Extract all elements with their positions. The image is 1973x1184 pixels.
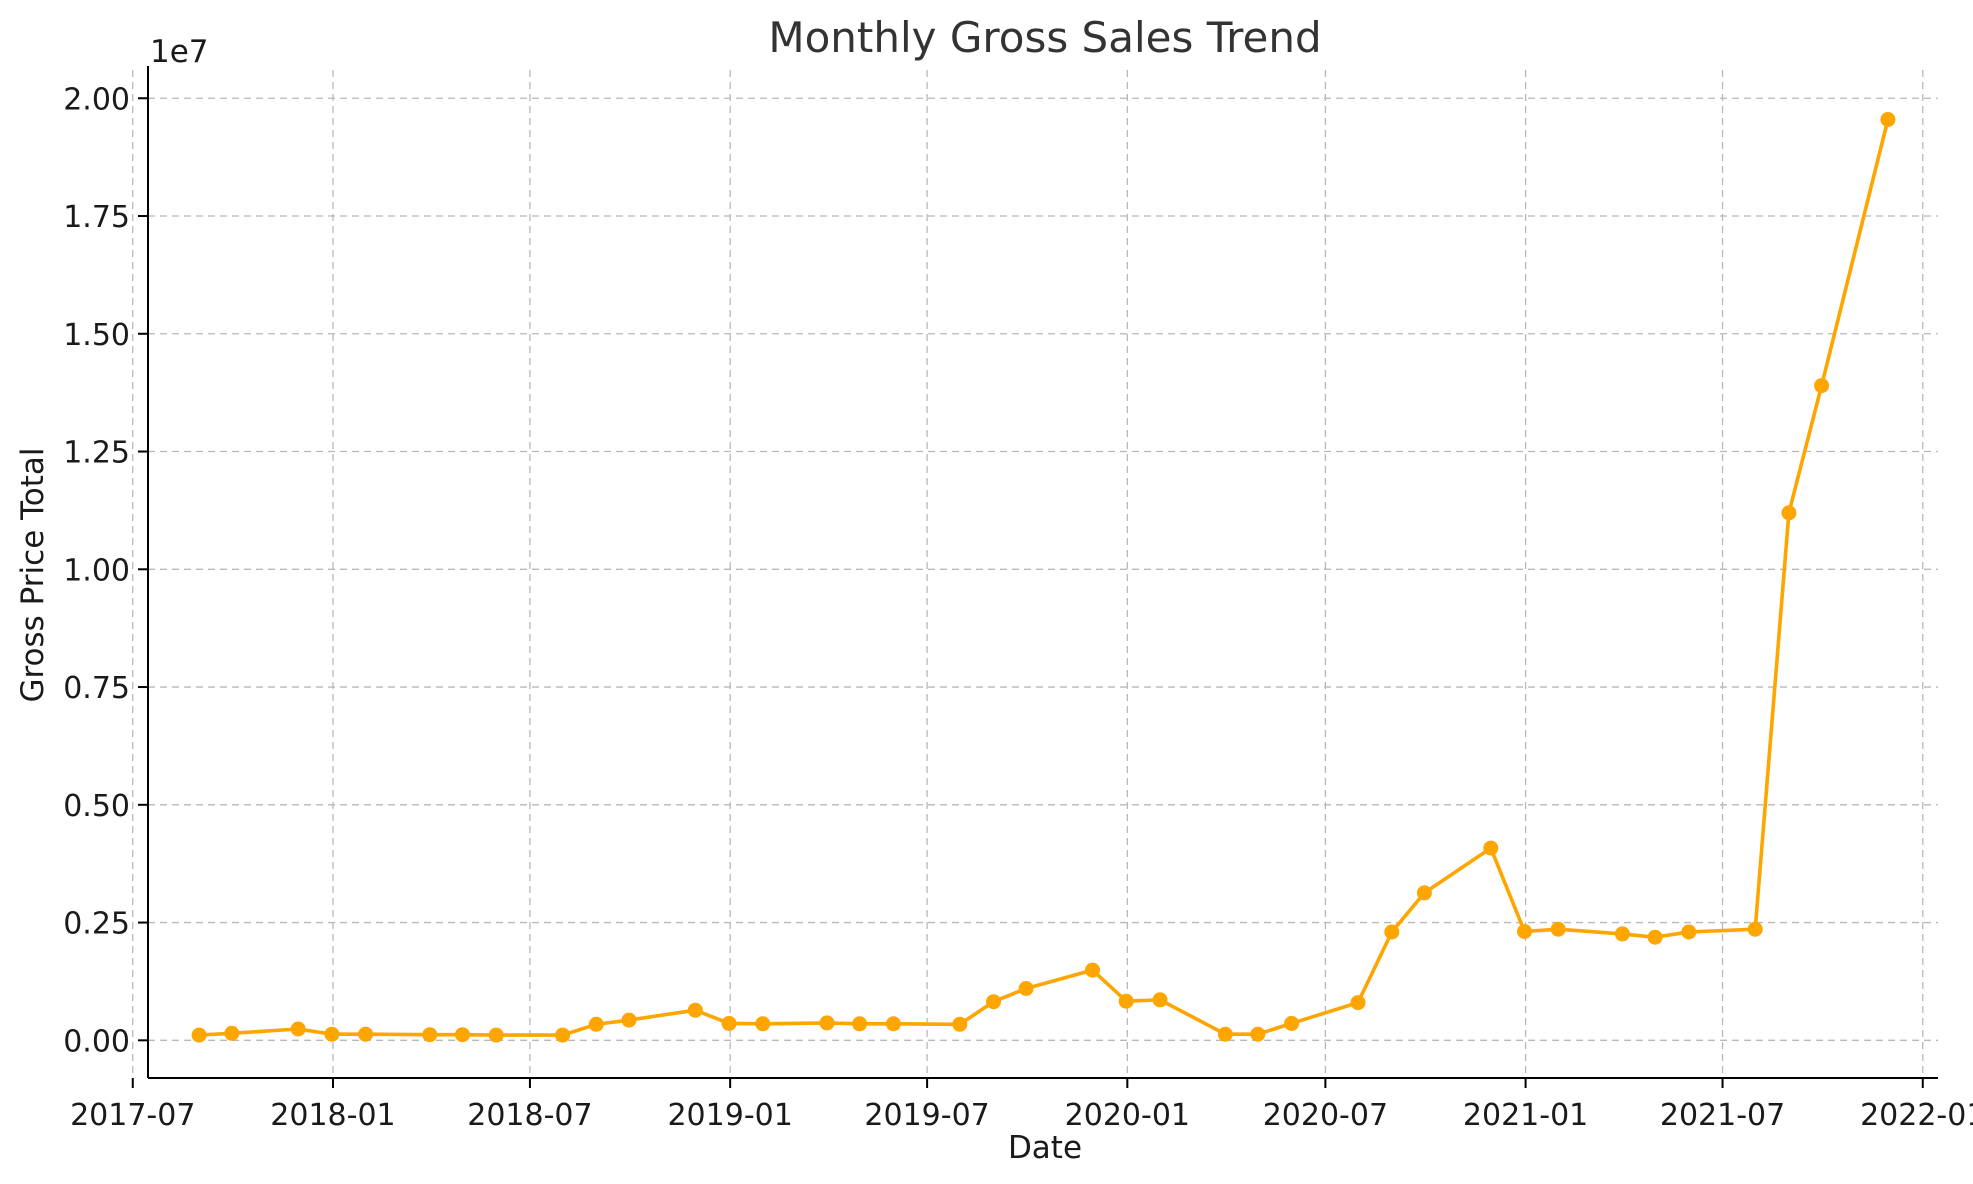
y-tick-label: 0.50: [63, 789, 130, 824]
data-point: [358, 1026, 374, 1042]
x-tick-label: 2019-01: [667, 1098, 792, 1133]
data-point: [290, 1021, 306, 1037]
data-point: [1118, 993, 1134, 1009]
data-point: [1781, 505, 1797, 521]
x-axis-label: Date: [1008, 1130, 1082, 1166]
x-tick-label: 2018-07: [467, 1098, 592, 1133]
data-point: [1614, 926, 1630, 942]
x-tick-label: 2018-01: [270, 1098, 395, 1133]
data-point: [224, 1025, 240, 1041]
x-tick-label: 2022-01: [1860, 1098, 1973, 1133]
y-tick-label: 0.75: [63, 671, 130, 706]
data-point: [1018, 981, 1034, 996]
data-point: [1747, 921, 1763, 937]
data-point: [885, 1016, 901, 1032]
data-point: [1814, 378, 1830, 394]
x-tick-label: 2019-07: [864, 1098, 989, 1133]
y-tick-label: 1.00: [63, 553, 130, 588]
x-tick-label: 2020-07: [1263, 1098, 1388, 1133]
data-point: [1350, 995, 1366, 1011]
data-point: [1250, 1026, 1266, 1042]
data-point: [1517, 924, 1532, 939]
data-point: [1384, 924, 1400, 940]
grid-lines: [132, 70, 1938, 1078]
data-point: [1647, 929, 1663, 945]
data-point: [852, 1016, 868, 1032]
chart-title: Monthly Gross Sales Trend: [768, 13, 1321, 62]
data-point: [986, 994, 1001, 1010]
y-tick-label: 0.00: [63, 1024, 130, 1059]
data-point: [819, 1015, 835, 1031]
data-point: [621, 1012, 637, 1028]
data-point: [1416, 885, 1432, 901]
x-tick-label: 2017-07: [70, 1098, 195, 1133]
data-point: [1284, 1015, 1300, 1031]
data-point: [455, 1027, 470, 1043]
axis-ticks: 2017-07 2018-01 2018-07 2019-01 2019-07 2020-…: [63, 82, 1973, 1133]
y-scale-multiplier: 1e7: [150, 34, 209, 70]
x-tick-label: 2021-07: [1660, 1098, 1785, 1133]
y-tick-label: 0.25: [63, 907, 130, 942]
x-tick-label: 2020-01: [1065, 1098, 1190, 1133]
data-point: [1217, 1026, 1233, 1042]
y-axis-label: Gross Price Total: [15, 447, 51, 702]
data-point: [1152, 992, 1168, 1008]
data-point: [488, 1027, 504, 1043]
data-point: [952, 1016, 968, 1032]
y-tick-label: 1.50: [63, 318, 130, 353]
data-point: [1085, 962, 1100, 978]
series-line: [199, 119, 1890, 1037]
axes-spines: [147, 66, 1938, 1079]
y-tick-label: 1.75: [63, 200, 130, 235]
data-point: [555, 1027, 571, 1043]
data-point: [1880, 112, 1896, 127]
data-point: [588, 1016, 604, 1032]
data-point: [687, 1002, 703, 1018]
series-layer: [191, 112, 1896, 1043]
x-tick-label: 2021-01: [1463, 1098, 1588, 1133]
y-tick-label: 2.00: [63, 82, 130, 117]
data-point: [1483, 840, 1499, 856]
data-point: [422, 1027, 438, 1043]
data-point: [191, 1027, 207, 1043]
y-tick-label: 1.25: [63, 436, 130, 471]
data-point: [755, 1016, 771, 1032]
data-point: [324, 1026, 340, 1042]
data-point: [1681, 924, 1697, 940]
data-point: [721, 1015, 737, 1031]
data-point: [1550, 921, 1566, 937]
